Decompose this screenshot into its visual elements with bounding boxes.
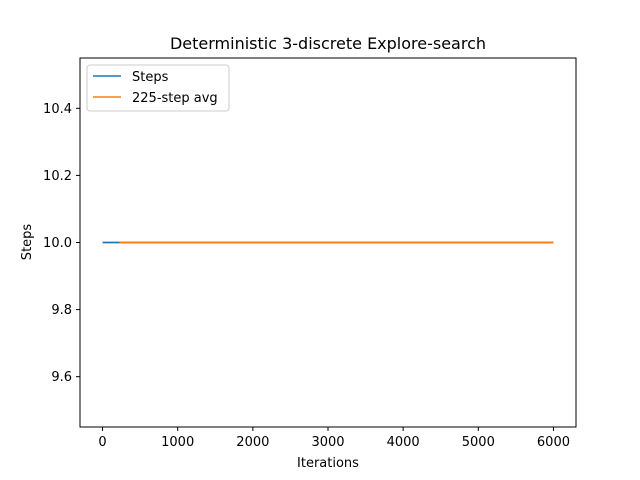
legend-box (86, 64, 230, 112)
x-axis-label: Iterations (297, 456, 359, 471)
x-tick-label: 4000 (387, 435, 420, 450)
y-tick-label: 10.0 (43, 236, 72, 251)
y-tick-label: 10.2 (43, 169, 72, 184)
x-axis-ticks: 0 1000 2000 3000 4000 5000 6000 (98, 427, 570, 450)
legend-label-avg: 225-step avg (132, 91, 218, 106)
x-tick-label: 0 (98, 435, 106, 450)
y-tick-label: 10.4 (43, 102, 72, 117)
x-tick-label: 5000 (462, 435, 495, 450)
x-tick-label: 6000 (537, 435, 570, 450)
y-axis-ticks: 9.6 9.8 10.0 10.2 10.4 (43, 102, 80, 385)
chart-title: Deterministic 3-discrete Explore-search (170, 34, 486, 53)
y-tick-label: 9.6 (51, 370, 72, 385)
legend: Steps 225-step avg (86, 64, 230, 112)
x-tick-label: 2000 (236, 435, 269, 450)
x-tick-label: 3000 (311, 435, 344, 450)
x-tick-label: 1000 (161, 435, 194, 450)
y-tick-label: 9.8 (51, 303, 72, 318)
y-axis-label: Steps (20, 224, 35, 261)
legend-label-steps: Steps (132, 70, 169, 85)
